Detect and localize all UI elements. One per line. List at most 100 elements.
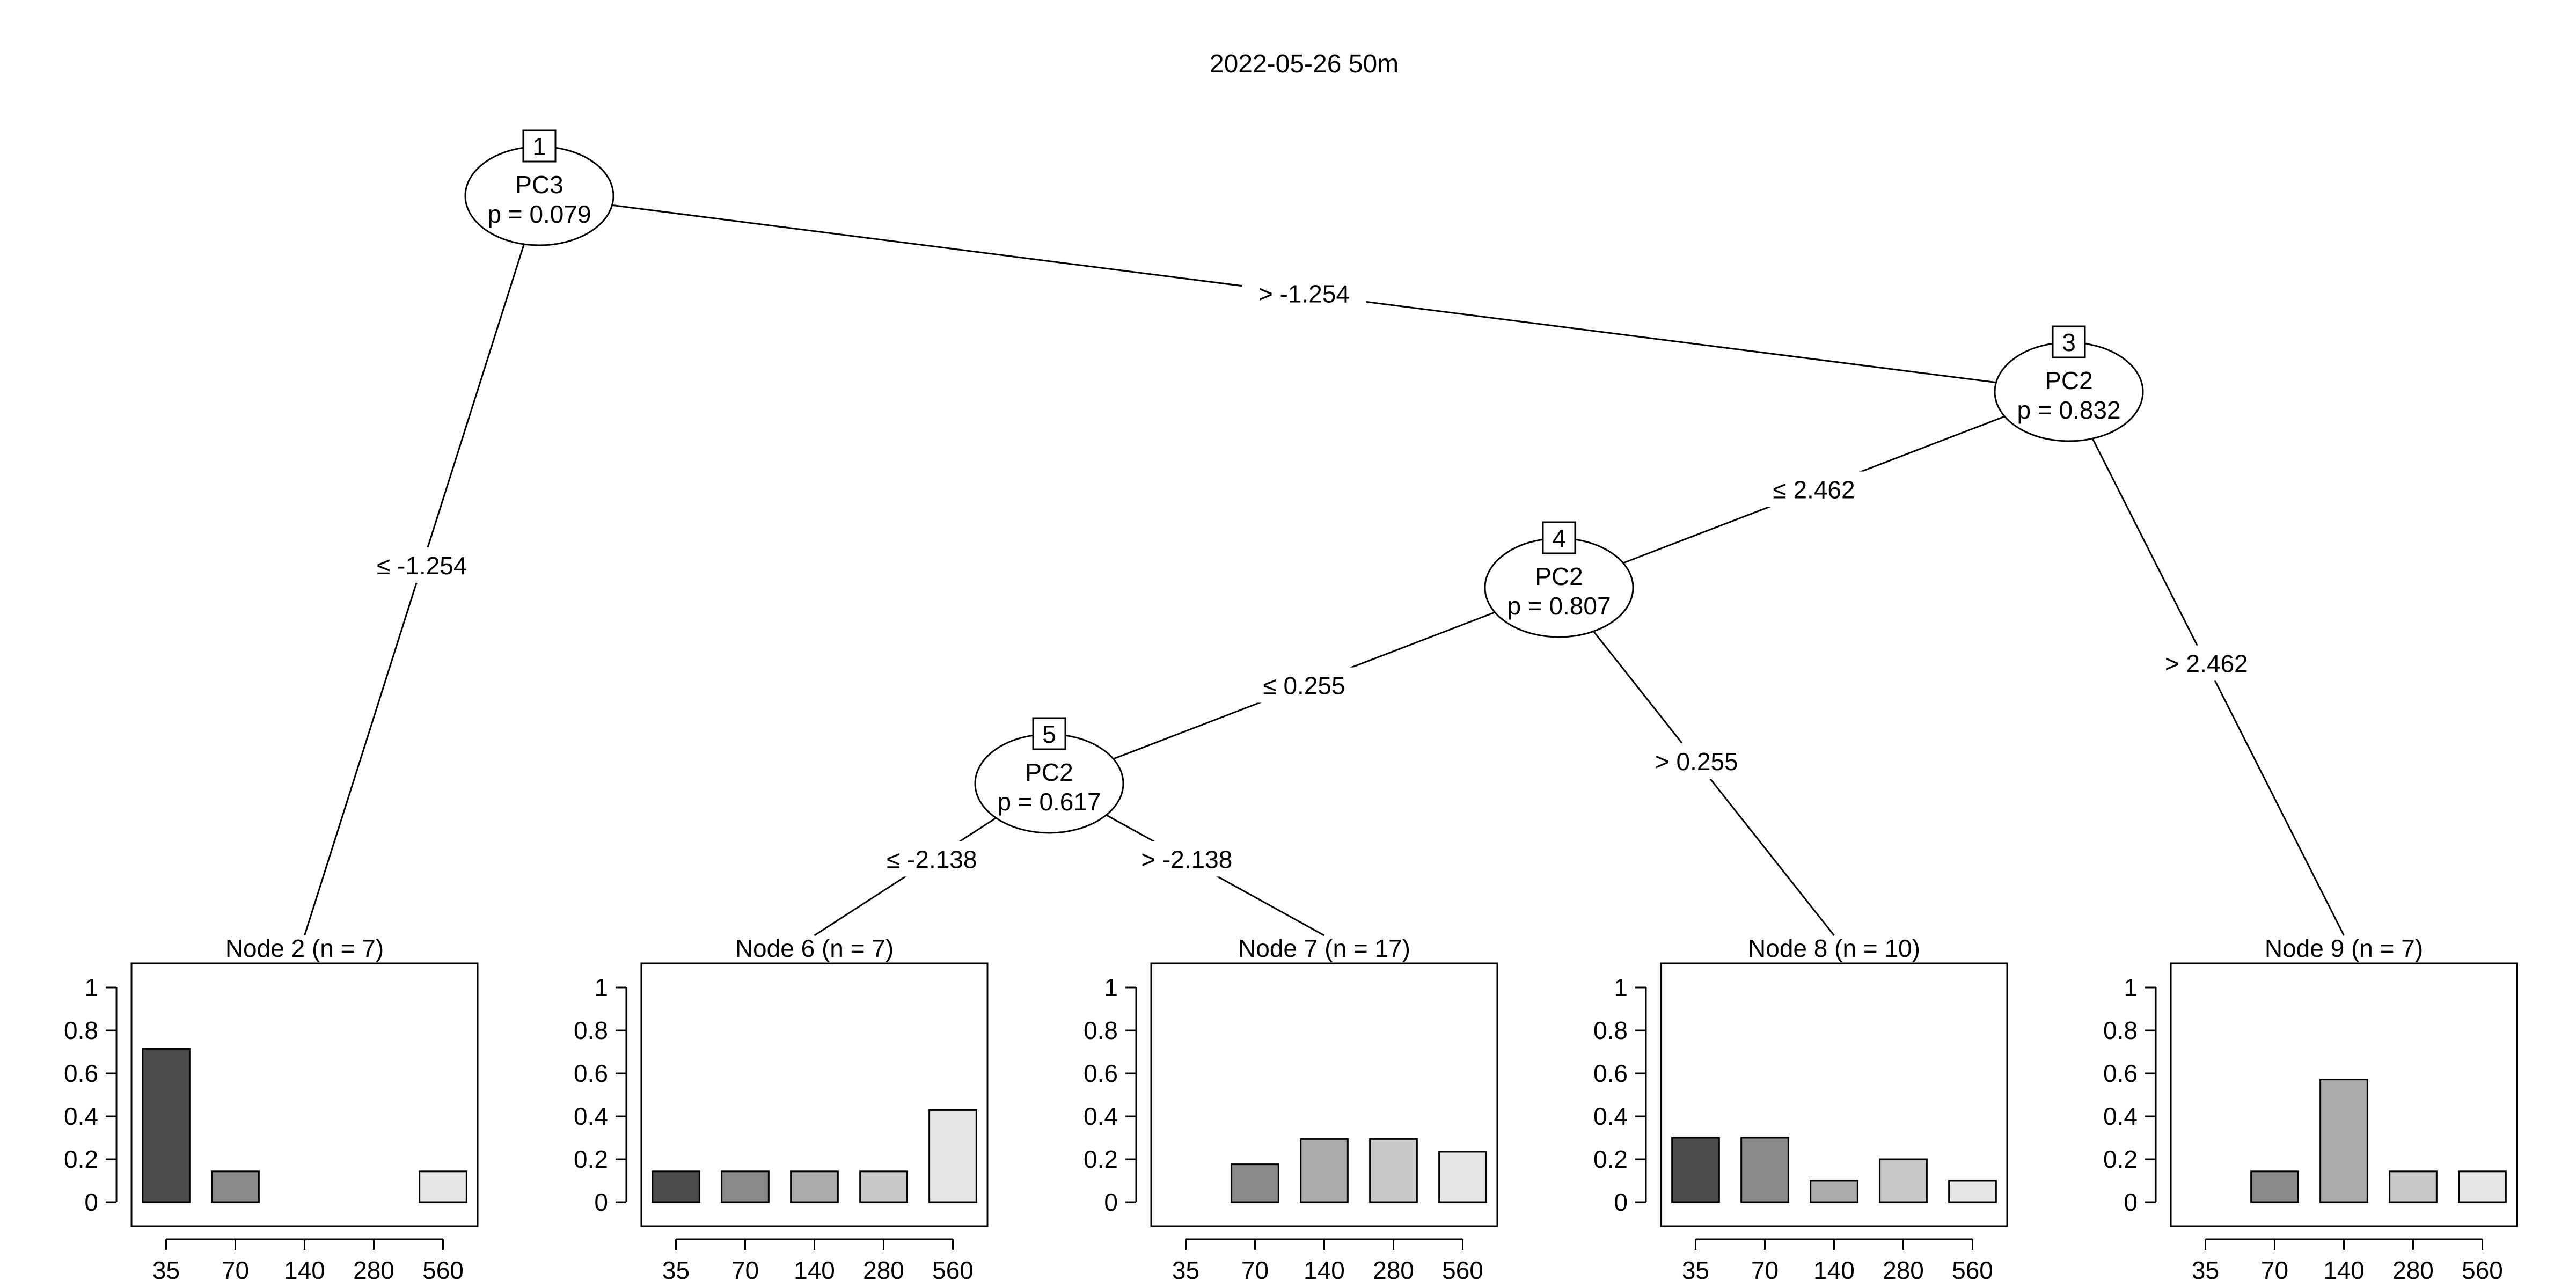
x-tick-label: 560 [2462, 1256, 2503, 1284]
y-tick-label: 0 [594, 1188, 608, 1216]
bar-140 [1300, 1138, 1349, 1203]
node-id: 4 [1552, 524, 1566, 552]
panel-frame [640, 962, 989, 1227]
node-id-box [2052, 325, 2086, 358]
x-tick-label: 35 [662, 1256, 690, 1284]
p-value: p = 0.807 [1507, 592, 1611, 620]
y-tick-label: 0.8 [1084, 1016, 1118, 1044]
x-tick-label: 140 [1813, 1256, 1855, 1284]
x-tick-label: 35 [2192, 1256, 2219, 1284]
edge-label-bg [1249, 667, 1359, 703]
y-tick-label: 0 [2124, 1188, 2138, 1216]
y-tick-label: 0.8 [64, 1016, 98, 1044]
edge-label-bg [1242, 275, 1366, 311]
x-tick-label: 140 [2323, 1256, 2365, 1284]
terminal-node-7: Node 7 (n = 17) 0 0.2 0.4 0.6 0.8 1 35 70 140 280 5… [1084, 934, 1498, 1284]
bar-280 [1879, 1158, 1928, 1203]
bar-70 [211, 1170, 260, 1203]
node-id-box [1032, 717, 1066, 750]
panel-title: Node 7 (n = 17) [1238, 934, 1410, 962]
x-tick-label: 70 [2261, 1256, 2288, 1284]
bar-35 [652, 1170, 700, 1203]
edge-label-bg [869, 841, 994, 877]
panel-title: Node 8 (n = 10) [1748, 934, 1920, 962]
edge-label-5-7: > -2.138 [1141, 846, 1232, 874]
terminal-node-6: Node 6 (n = 7) 0 0.2 0.4 0.6 0.8 1 35 70 140 280 56… [574, 934, 989, 1284]
y-tick-label: 0.6 [574, 1059, 608, 1087]
bar-70 [1231, 1163, 1279, 1203]
edge-label-4-8: > 0.255 [1655, 748, 1738, 775]
edge-label-bg [2151, 645, 2262, 681]
node-id-box [1542, 521, 1576, 554]
bar-560 [928, 1109, 977, 1203]
x-tick-label: 70 [222, 1256, 249, 1284]
node-id: 1 [532, 133, 546, 160]
y-tick-label: 0.2 [64, 1145, 98, 1173]
bar-280 [1369, 1138, 1418, 1203]
x-tick-label: 280 [863, 1256, 904, 1284]
x-tick-label: 560 [1442, 1256, 1483, 1284]
bar-35 [1671, 1137, 1720, 1203]
terminal-node-9: Node 9 (n = 7) 0 0.2 0.4 0.6 0.8 1 35 70 140 280 56… [2103, 934, 2518, 1284]
split-variable: PC2 [2045, 367, 2092, 394]
x-tick-label: 35 [1682, 1256, 1709, 1284]
node-id-box [522, 129, 557, 163]
edge-label-bg [360, 547, 485, 583]
panel-frame [2170, 962, 2518, 1227]
y-tick-label: 0 [1104, 1188, 1118, 1216]
x-tick-label: 560 [932, 1256, 974, 1284]
bar-70 [1740, 1137, 1789, 1203]
p-value: p = 0.617 [997, 788, 1101, 816]
x-tick-label: 35 [152, 1256, 180, 1284]
edges-layer: ≤ -1.254 > -1.254 ≤ 2.462 > 2.462 ≤ 0.255 > 0… [304, 195, 2345, 936]
y-tick-label: 0.4 [1593, 1102, 1628, 1130]
p-value: p = 0.079 [487, 200, 591, 228]
y-tick-label: 0.6 [1084, 1059, 1118, 1087]
y-tick-label: 0.8 [1593, 1016, 1628, 1044]
bar-140 [790, 1170, 839, 1203]
y-tick-label: 0 [84, 1188, 98, 1216]
bar-280 [859, 1170, 908, 1203]
panel-frame [1660, 962, 2008, 1227]
x-tick-label: 560 [1952, 1256, 1993, 1284]
bar-70 [721, 1170, 770, 1203]
node-id: 5 [1042, 720, 1056, 748]
bar-560 [1948, 1180, 1997, 1203]
y-tick-label: 1 [1104, 974, 1118, 1001]
y-tick-label: 0.4 [64, 1102, 98, 1130]
panel-frame [1150, 962, 1498, 1227]
bar-280 [2389, 1170, 2438, 1203]
edge-label-1-2: ≤ -1.254 [377, 552, 467, 580]
p-value: p = 0.832 [2017, 396, 2120, 424]
plot-title: 2022-05-26 50m [1210, 50, 1399, 78]
terminal-node-8: Node 8 (n = 10) 0 0.2 0.4 0.6 0.8 1 35 70 140 280 5… [1593, 934, 2008, 1284]
panel-title: Node 9 (n = 7) [2265, 934, 2423, 962]
edge-label-5-6: ≤ -2.138 [887, 846, 977, 874]
terminal-node-2: Node 2 (n = 7) 0 0.2 0.4 0.6 0.8 1 35 70 140 280 56… [64, 934, 479, 1284]
edge-label-3-4: ≤ 2.462 [1773, 476, 1855, 504]
x-tick-label: 280 [1883, 1256, 1924, 1284]
y-tick-label: 0.2 [574, 1145, 608, 1173]
y-tick-label: 1 [2124, 974, 2138, 1001]
bar-70 [2250, 1170, 2299, 1203]
bar-560 [1438, 1151, 1487, 1203]
y-tick-label: 1 [84, 974, 98, 1001]
bar-140 [1810, 1180, 1858, 1203]
y-tick-label: 0.4 [1084, 1102, 1118, 1130]
y-tick-label: 0.2 [2103, 1145, 2138, 1173]
split-variable: PC3 [515, 171, 563, 199]
y-tick-label: 0.6 [2103, 1059, 2138, 1087]
x-tick-label: 280 [2392, 1256, 2434, 1284]
y-tick-label: 0.4 [574, 1102, 608, 1130]
y-tick-label: 0.8 [2103, 1016, 2138, 1044]
y-tick-label: 0.2 [1084, 1145, 1118, 1173]
bar-140 [2319, 1079, 2368, 1203]
panel-title: Node 6 (n = 7) [735, 934, 894, 962]
bar-35 [142, 1048, 191, 1203]
x-tick-label: 140 [1304, 1256, 1345, 1284]
y-tick-label: 0.4 [2103, 1102, 2138, 1130]
y-tick-label: 0.6 [1593, 1059, 1628, 1087]
